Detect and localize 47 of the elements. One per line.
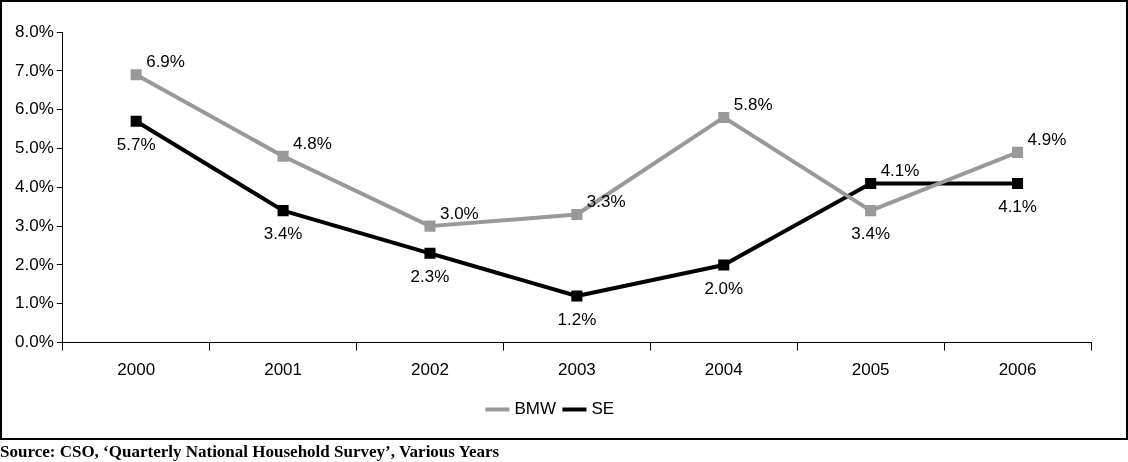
y-tick-label: 2.0% — [15, 254, 54, 274]
point — [424, 220, 436, 232]
source-note: Source: CSO, ‘Quarterly National Household Survey’, Various Years — [0, 442, 501, 462]
x-tick-label: 2006 — [998, 360, 1037, 380]
data-label: 4.1% — [880, 161, 920, 181]
data-label: 4.1% — [998, 197, 1037, 217]
x-tick-label: 2005 — [851, 360, 890, 380]
point — [130, 115, 142, 127]
y-tick-label: 8.0% — [15, 21, 54, 41]
point — [718, 259, 730, 271]
y-tick-label: 3.0% — [15, 215, 54, 235]
point — [718, 111, 730, 123]
point — [1012, 146, 1024, 158]
legend-label: BMW — [514, 399, 556, 419]
y-tick-label: 6.0% — [15, 99, 54, 119]
data-label: 4.9% — [1027, 130, 1067, 150]
point — [277, 150, 289, 162]
x-tick-label: 2004 — [704, 360, 743, 380]
x-tick-label: 2001 — [264, 360, 302, 380]
legend-label: SE — [591, 399, 615, 419]
data-label: 3.4% — [263, 224, 303, 244]
data-label: 1.2% — [557, 309, 597, 329]
data-label: 2.3% — [410, 266, 450, 286]
data-label: 4.8% — [293, 133, 332, 153]
data-label: 3.3% — [586, 192, 626, 212]
y-tick-label: 0.0% — [15, 332, 54, 352]
point — [130, 69, 142, 81]
point — [1012, 177, 1024, 189]
y-tick-label: 4.0% — [15, 176, 54, 196]
x-tick-label: 2000 — [117, 360, 156, 380]
point — [865, 177, 877, 189]
y-tick-label: 1.0% — [15, 293, 54, 313]
x-tick-label: 2002 — [411, 360, 449, 380]
point — [571, 290, 583, 302]
point — [865, 205, 877, 217]
y-tick-label: 7.0% — [15, 60, 54, 80]
point — [571, 208, 583, 221]
point — [424, 247, 436, 259]
data-label: 3.0% — [439, 203, 479, 223]
data-label: 5.8% — [733, 95, 773, 115]
x-tick-label: 2003 — [557, 360, 596, 380]
data-label: 3.4% — [851, 224, 891, 244]
y-tick-label: 5.0% — [15, 138, 54, 158]
data-label: 2.0% — [704, 278, 744, 298]
data-label: 6.9% — [146, 52, 185, 72]
data-label: 5.7% — [116, 134, 156, 154]
point — [277, 205, 289, 217]
